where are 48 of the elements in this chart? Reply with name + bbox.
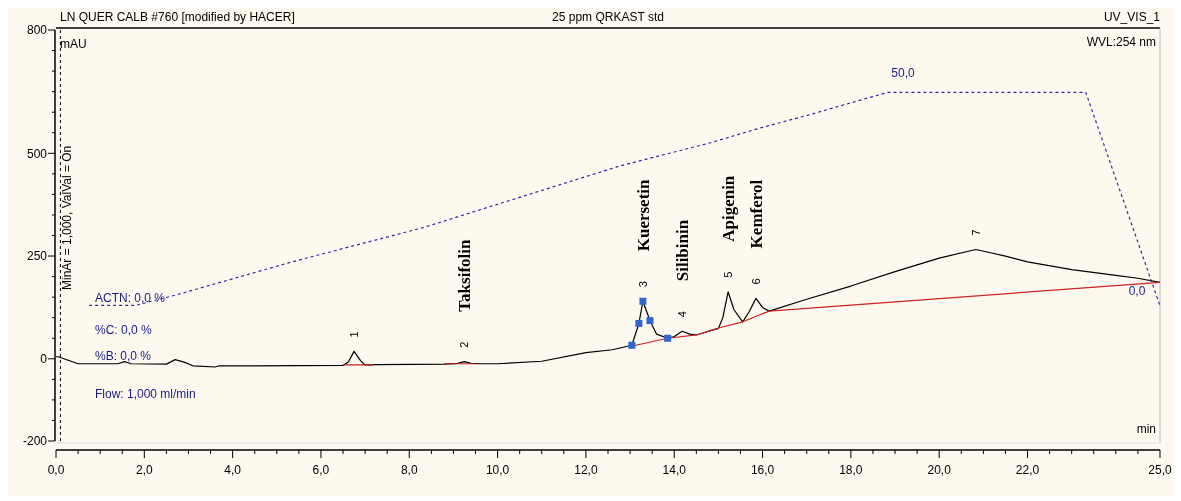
text: UV_VIS_1 (1103, 10, 1161, 24)
x-tick-label: 10,0 (485, 463, 510, 477)
x-tick-label: 12,0 (574, 463, 598, 477)
annotation: 6 (749, 278, 762, 285)
annotation: WVL:254 nm (1086, 35, 1156, 49)
x-tick-label: 8,0 (400, 463, 418, 477)
point (646, 317, 654, 325)
x-tick-label: 6,0 (312, 463, 330, 477)
annotation: 7 (969, 229, 982, 236)
y-tick-label: 0 (40, 352, 48, 366)
annotation: 2 (458, 341, 471, 348)
annotation: MinAr = 1,000, ValVal = On (60, 145, 74, 290)
y-tick-label: -200 (22, 434, 48, 449)
y-tick-label: 500 (26, 146, 48, 161)
x-tick-label: 25,0 (1148, 463, 1172, 477)
point (639, 297, 647, 305)
annotation: Kuersetin (633, 178, 653, 252)
annotation: Apigenin (719, 175, 739, 242)
annotation: 50,0 (891, 66, 915, 80)
annotation: 1 (347, 331, 360, 338)
y-tick-label: 800 (26, 23, 48, 38)
annotation: %C: 0,0 % (95, 323, 153, 337)
annotation: 4 (676, 311, 689, 318)
x-tick-label: 14,0 (662, 463, 687, 477)
x-tick-label: 2,0 (135, 463, 153, 477)
annotation: 3 (636, 281, 649, 288)
y-axis-title: mAU (60, 37, 87, 51)
chart-subtitle: 25 ppm QRKAST std (552, 10, 664, 24)
x-tick-label: 18,0 (839, 463, 863, 477)
x-tick-label: 4,0 (224, 463, 242, 477)
annotation: Taksifolin (455, 239, 475, 312)
annotation: Flow: 1,000 ml/min (95, 387, 196, 401)
annotation: Silibinin (673, 219, 693, 282)
x-tick-label: 22,0 (1015, 463, 1040, 477)
x-axis-title: min (1136, 422, 1156, 436)
annotation: %B: 0,0 % (95, 349, 152, 363)
point (664, 334, 672, 342)
y-tick-label: 250 (26, 249, 48, 264)
point (635, 319, 643, 327)
annotation: 5 (721, 271, 734, 278)
annotation: Kemferol (746, 179, 766, 249)
x-tick-label: 16,0 (750, 463, 775, 477)
x-tick-label: 0,0 (47, 463, 65, 477)
annotation: 0,0 (1128, 284, 1146, 298)
x-tick-label: 20,0 (927, 463, 952, 477)
chart-title: LN QUER CALB #760 [modified by HACER] (60, 10, 295, 24)
point (628, 341, 636, 349)
annotation: ACTN: 0,0 % (95, 291, 166, 305)
